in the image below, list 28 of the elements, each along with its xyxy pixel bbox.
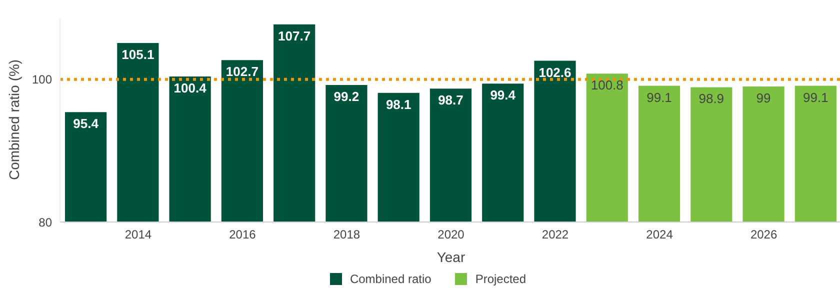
data-label: 98.7 [438,92,464,108]
data-label: 102.7 [226,64,258,80]
legend-label: Combined ratio [350,272,432,286]
data-label: 99.2 [334,89,360,104]
y-tick-label: 100 [32,72,52,87]
x-tick-label: 2016 [229,228,256,242]
data-label: 98.9 [698,91,724,106]
x-axis-title: Year [436,249,466,265]
data-label: 102.6 [538,64,572,80]
x-tick-label: 2014 [124,228,152,242]
data-label: 99.1 [646,90,672,105]
data-label: 100.4 [174,80,208,96]
y-axis-title: Combined ratio (%) [6,59,22,180]
data-label: 99.4 [490,88,516,103]
data-label: 105.1 [122,46,154,62]
x-tick-label: 2022 [542,228,569,242]
legend-label: Projected [475,272,526,286]
data-label: 99 [756,90,771,106]
y-tick-label: 80 [38,215,52,230]
x-tick-label: 2024 [646,228,674,242]
x-tick-label: 2026 [750,228,778,242]
x-tick-label: 2020 [438,228,465,242]
data-label: 100.8 [590,78,624,93]
data-label: 95.4 [73,116,100,132]
x-tick-label: 2018 [333,228,360,242]
data-label: 99.1 [803,90,828,105]
data-label: 107.7 [278,28,311,44]
data-label: 98.1 [386,96,412,112]
